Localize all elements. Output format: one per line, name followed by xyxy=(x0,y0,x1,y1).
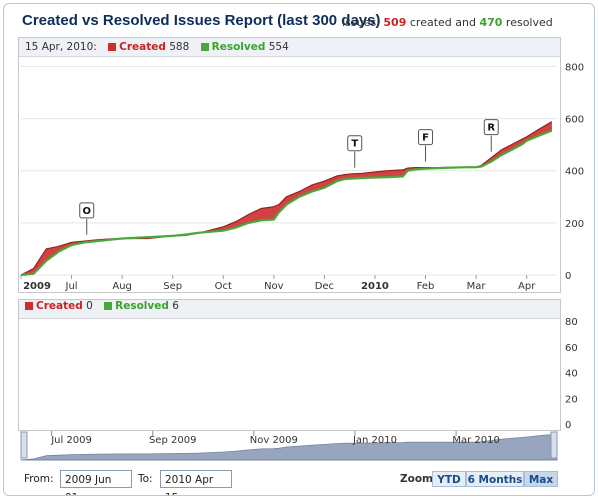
summary-resolved-word: resolved xyxy=(505,16,553,29)
x-tick-label: Oct xyxy=(215,281,232,292)
flag-label: T xyxy=(351,139,358,150)
navigator-tick-label: Jul 2009 xyxy=(50,435,92,446)
daily-legend: Created 0 Resolved 6 xyxy=(19,300,560,319)
flag-label: F xyxy=(422,133,429,144)
created-swatch-icon xyxy=(25,302,33,310)
flag-box xyxy=(347,135,363,152)
x-tick-label: Apr xyxy=(518,281,536,292)
y-tick-label: 400 xyxy=(565,167,584,178)
x-tick-label: Dec xyxy=(315,281,334,292)
y-tick-label: 600 xyxy=(565,115,584,126)
y-tick-label: 80 xyxy=(565,317,578,328)
x-tick-label: Sep xyxy=(163,281,182,292)
legend-date: 15 Apr, 2010: xyxy=(25,41,97,53)
y-tick-label: 200 xyxy=(565,219,584,230)
y-tick-label: 20 xyxy=(565,394,578,405)
legend-created-label: Created xyxy=(36,300,83,312)
from-label: From: xyxy=(24,473,54,485)
y-tick-label: 0 xyxy=(565,420,571,431)
navigator-tick-label: Sep 2009 xyxy=(149,435,196,446)
legend-resolved-value: 554 xyxy=(268,41,289,53)
zoom-ytd-button[interactable]: YTD xyxy=(432,471,466,487)
to-date-input[interactable]: 2010 Apr 15 xyxy=(160,470,232,495)
summary-created-word: created and xyxy=(409,16,476,29)
legend-created-value: 0 xyxy=(86,300,93,312)
x-tick-label: Aug xyxy=(112,281,132,292)
navigator-tick-label: Jan 2010 xyxy=(352,435,397,446)
legend-resolved-label: Resolved xyxy=(115,300,169,312)
x-tick-label: Jul xyxy=(65,281,78,292)
resolved-count: 470 xyxy=(479,16,503,29)
y-tick-label: 40 xyxy=(565,369,578,380)
flag-box xyxy=(483,119,499,136)
navigator-area xyxy=(20,434,558,461)
x-tick-label: Feb xyxy=(417,281,435,292)
x-tick-label: Mar xyxy=(467,281,487,292)
cumulative-chart-panel[interactable]: 15 Apr, 2010: Created 588 Resolved 554 xyxy=(18,37,561,293)
x-tick-label: Nov xyxy=(264,281,284,292)
navigator-handle-left xyxy=(20,431,28,459)
flag-label: R xyxy=(487,123,495,134)
x-tick-label: 2010 xyxy=(361,281,389,292)
x-tick-label: 2009 xyxy=(23,281,51,292)
created-count: 509 xyxy=(383,16,407,29)
y-tick-label: 60 xyxy=(565,343,578,354)
issues-summary: Issues: 509 created and 470 resolved xyxy=(342,16,553,29)
y-tick-label: 800 xyxy=(565,62,584,73)
created-area xyxy=(21,121,552,275)
created-swatch-icon xyxy=(108,43,117,51)
legend-created-label: Created xyxy=(119,41,166,53)
flag-box xyxy=(79,202,95,219)
daily-chart-panel[interactable]: Created 0 Resolved 6 xyxy=(18,299,561,431)
navigator-tick-label: Mar 2010 xyxy=(452,435,500,446)
report-panel: Created vs Resolved Issues Report (last … xyxy=(3,3,595,496)
resolved-swatch-icon xyxy=(200,43,209,51)
legend-resolved-label: Resolved xyxy=(211,41,266,53)
navigator-tick-label: Nov 2009 xyxy=(250,435,298,446)
to-label: To: xyxy=(138,473,153,485)
resolved-swatch-icon xyxy=(104,302,113,310)
y-tick-label: 0 xyxy=(565,271,571,282)
navigator-handle-right xyxy=(550,431,558,459)
flag-box xyxy=(418,129,434,146)
report-title: Created vs Resolved Issues Report (last … xyxy=(22,12,381,29)
legend-resolved-value: 6 xyxy=(172,300,179,312)
range-controls: From: 2009 Jun 01 To: 2010 Apr 15 Zoom: … xyxy=(18,470,588,495)
zoom-6-months-button[interactable]: 6 Months xyxy=(466,471,524,487)
legend-created-value: 588 xyxy=(169,41,190,53)
from-date-input[interactable]: 2009 Jun 01 xyxy=(60,470,132,495)
flag-label: O xyxy=(82,206,91,217)
zoom-max-button[interactable]: Max xyxy=(524,471,558,487)
summary-prefix: Issues: xyxy=(342,16,380,29)
zoom-label: Zoom: xyxy=(400,473,438,485)
cumulative-legend: 15 Apr, 2010: Created 588 Resolved 554 xyxy=(19,38,560,57)
resolved-line xyxy=(20,129,553,277)
